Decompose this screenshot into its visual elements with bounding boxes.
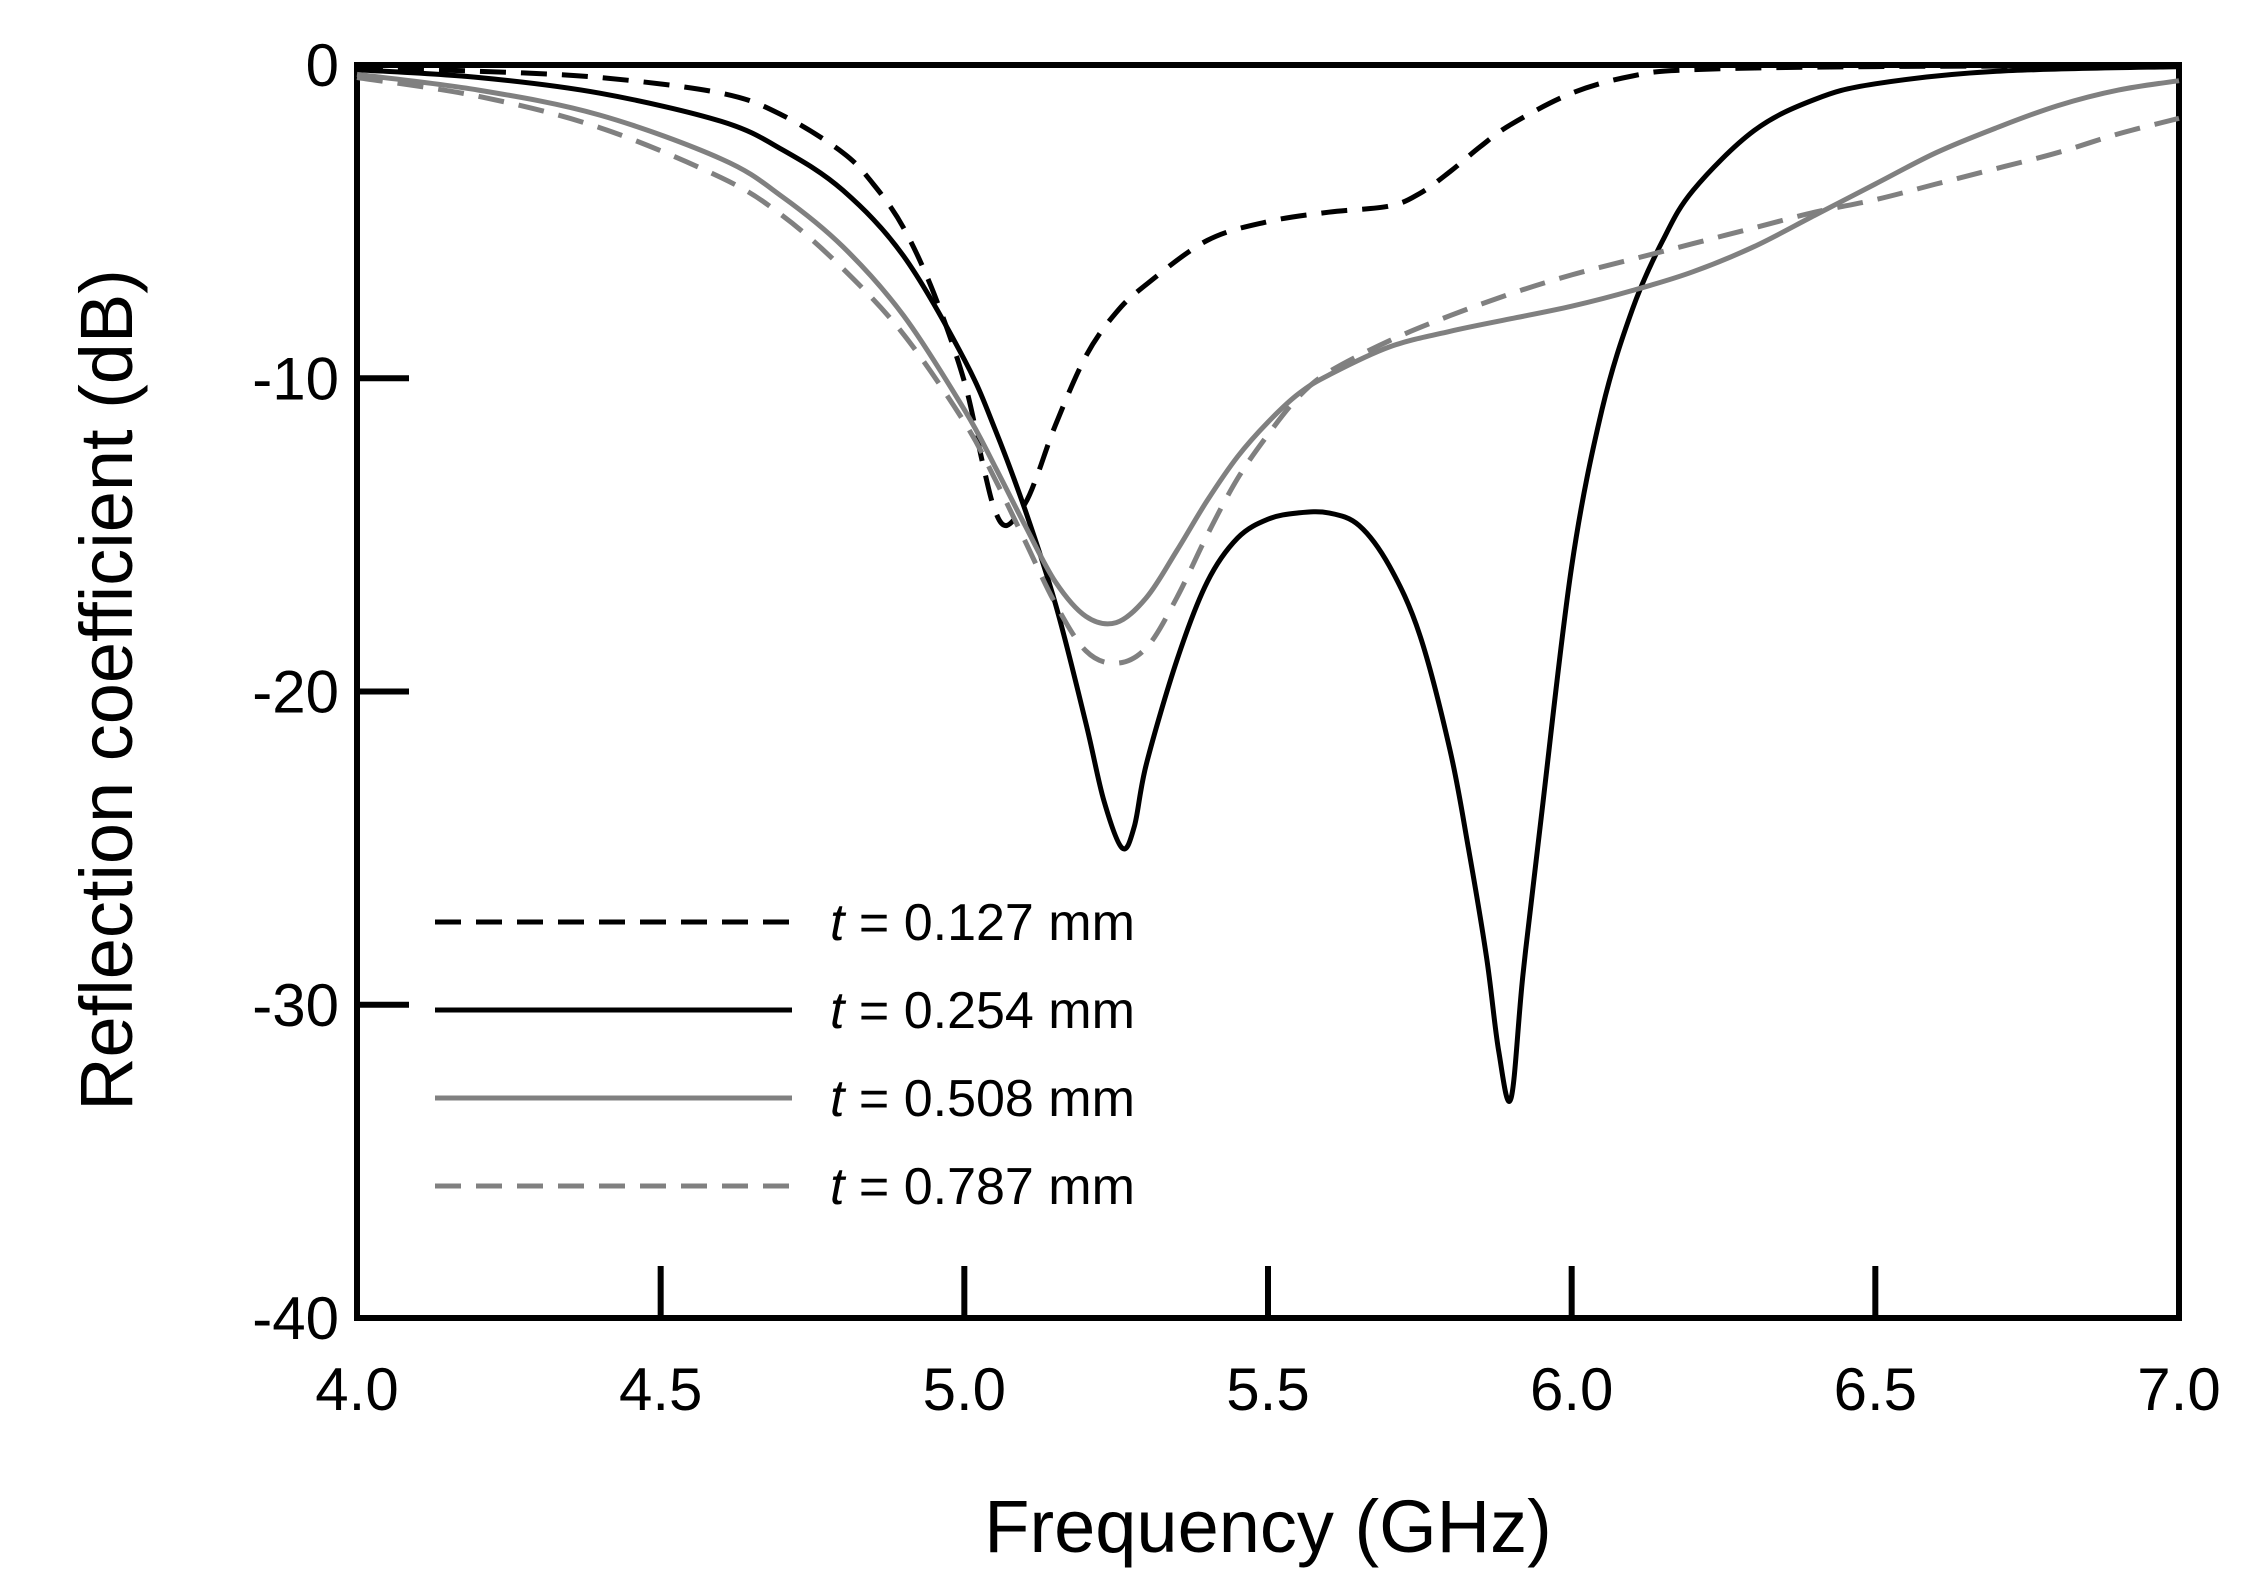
legend-variable: t (830, 1158, 847, 1216)
legend-label-3: t = 0.787 mm (830, 1158, 1135, 1216)
legend-value: = 0.787 mm (844, 1158, 1134, 1216)
legend: t = 0.127 mmt = 0.254 mmt = 0.508 mmt = … (435, 894, 1135, 1216)
y-tick-label: -10 (252, 345, 339, 412)
series-line-2 (356, 71, 2180, 627)
x-tick-label: 6.0 (1530, 1356, 1613, 1423)
y-tick-label: 0 (306, 32, 339, 99)
legend-value: = 0.127 mm (844, 894, 1134, 952)
x-tick-label: 4.5 (619, 1356, 702, 1423)
x-tick-label: 5.0 (923, 1356, 1006, 1423)
legend-variable: t (830, 982, 847, 1040)
legend-variable: t (830, 1070, 847, 1128)
legend-label-0: t = 0.127 mm (830, 894, 1135, 952)
x-tick-label: 7.0 (2137, 1356, 2220, 1423)
y-tick-label: -20 (252, 659, 339, 726)
legend-value: = 0.254 mm (844, 982, 1134, 1040)
x-tick-label: 6.5 (1834, 1356, 1917, 1423)
legend-label-1: t = 0.254 mm (830, 982, 1135, 1040)
x-tick-label: 5.5 (1226, 1356, 1309, 1423)
x-tick-label: 4.0 (315, 1356, 398, 1423)
series-line-0 (356, 63, 2180, 529)
y-axis-title: Reflection coefficient (dB) (65, 269, 148, 1111)
x-axis-title: Frequency (GHz) (984, 1485, 1551, 1568)
legend-variable: t (830, 894, 847, 952)
series-group (356, 63, 2180, 1104)
y-tick-label: -30 (252, 972, 339, 1039)
series-line-1 (356, 64, 2180, 1104)
legend-value: = 0.508 mm (844, 1070, 1134, 1128)
series-line-3 (356, 75, 2180, 666)
y-tick-label: -40 (252, 1285, 339, 1352)
legend-label-2: t = 0.508 mm (830, 1070, 1135, 1128)
ticks-group: 4.0 4.5 5.0 5.5 6.0 6.5 7.0 0 -10 -20 -30 -40 (252, 32, 2220, 1423)
